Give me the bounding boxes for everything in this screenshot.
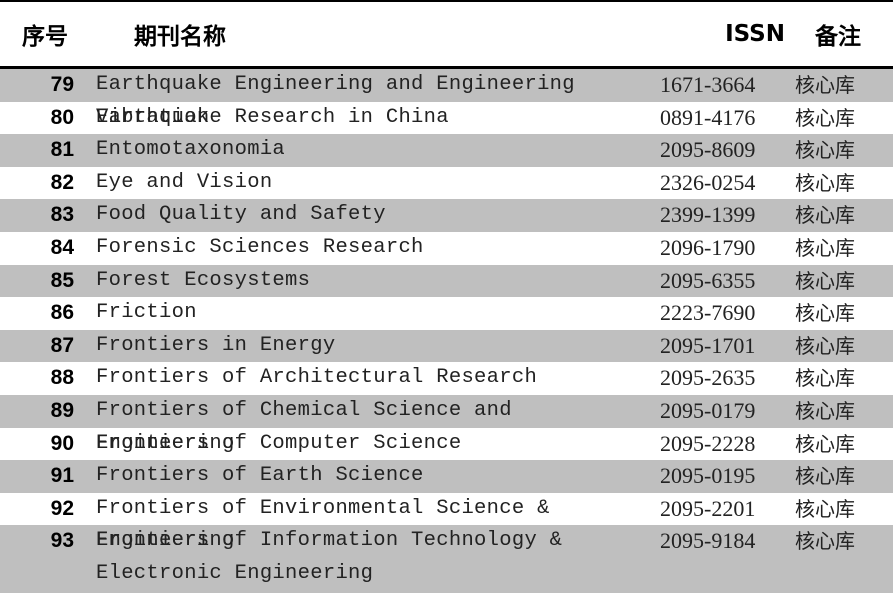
cell-note: 核心库 <box>795 170 855 195</box>
cell-journal-name: Frontiers of Information Technology & El… <box>96 529 563 585</box>
cell-serial-number: 89 <box>50 398 74 422</box>
cell-serial-number: 79 <box>50 73 74 96</box>
cell-journal-name: Frontiers of Architectural Research <box>96 366 538 390</box>
table-row: 82 Eye and Vision 2326-0254 核心库 <box>0 166 893 200</box>
cell-issn: 2095-1701 <box>660 332 756 358</box>
cell-serial-number: 82 <box>50 170 74 194</box>
header-serial-number: 序号 <box>22 24 68 50</box>
table-row: 80 Earthquake Research in China 0891-417… <box>0 101 893 135</box>
table-row: 87 Frontiers in Energy 2095-1701 核心库 <box>0 329 893 363</box>
cell-journal-name: Food Quality and Safety <box>96 203 386 227</box>
table-row: 84 Forensic Sciences Research 2096-1790 … <box>0 231 893 265</box>
cell-serial-number: 84 <box>50 235 74 259</box>
cell-note: 核心库 <box>795 398 855 423</box>
cell-journal-name: Forensic Sciences Research <box>96 235 424 259</box>
cell-note: 核心库 <box>795 235 855 260</box>
header-issn: ISSN <box>725 21 785 47</box>
cell-serial-number: 91 <box>50 464 74 488</box>
table-row: 89 Frontiers of Chemical Science and Eng… <box>0 394 893 455</box>
cell-serial-number: 81 <box>50 138 74 162</box>
cell-note: 核心库 <box>795 496 855 521</box>
cell-serial-number: 85 <box>50 268 74 292</box>
table-row: 79 Earthquake Engineering and Engineerin… <box>0 69 893 129</box>
cell-serial-number: 93 <box>50 529 74 553</box>
table-header: 序号 期刊名称 ISSN 备注 <box>0 2 893 69</box>
table-row: 91 Frontiers of Earth Science 2095-0195 … <box>0 460 893 493</box>
cell-note: 核心库 <box>795 464 855 489</box>
cell-journal-name: Frontiers of Chemical Science and Engine… <box>96 398 512 455</box>
cell-note: 核心库 <box>795 333 855 358</box>
table-row: 92 Frontiers of Environmental Science & … <box>0 492 893 552</box>
cell-note: 核心库 <box>795 366 855 391</box>
cell-note: 核心库 <box>795 105 855 130</box>
table-row: 86 Friction 2223-7690 核心库 <box>0 297 893 330</box>
cell-journal-name: Earthquake Research in China <box>96 105 449 129</box>
table-row: 81 Entomotaxonomia 2095-8609 核心库 <box>0 134 893 167</box>
cell-issn: 2095-2201 <box>660 495 756 521</box>
cell-note: 核心库 <box>795 73 855 97</box>
header-note: 备注 <box>815 24 861 50</box>
cell-serial-number: 86 <box>50 301 74 325</box>
cell-note: 核心库 <box>795 431 855 456</box>
cell-issn: 2095-2228 <box>660 430 756 456</box>
cell-journal-name: Forest Ecosystems <box>96 268 311 292</box>
cell-serial-number: 80 <box>50 105 74 129</box>
cell-journal-name: Frontiers of Computer Science <box>96 431 462 455</box>
cell-journal-name: Earthquake Engineering and Engineering V… <box>96 73 575 129</box>
cell-journal-name: Eye and Vision <box>96 170 273 194</box>
table-row: 85 Forest Ecosystems 2095-6355 核心库 <box>0 264 893 298</box>
cell-serial-number: 90 <box>50 431 74 455</box>
cell-serial-number: 88 <box>50 366 74 390</box>
cell-issn: 2326-0254 <box>660 169 756 195</box>
cell-note: 核心库 <box>795 138 855 163</box>
header-journal-name: 期刊名称 <box>134 24 226 50</box>
cell-issn: 2095-2635 <box>660 365 756 391</box>
cell-issn: 2096-1790 <box>660 234 756 260</box>
table-row: 83 Food Quality and Safety 2399-1399 核心库 <box>0 199 893 232</box>
cell-journal-name: Entomotaxonomia <box>96 138 286 162</box>
table-row: 90 Frontiers of Computer Science 2095-22… <box>0 427 893 461</box>
cell-issn: 2095-8609 <box>660 137 756 163</box>
cell-issn: 0891-4176 <box>660 104 756 130</box>
cell-issn: 2095-9184 <box>660 528 756 554</box>
cell-journal-name: Frontiers in Energy <box>96 333 336 357</box>
cell-serial-number: 92 <box>50 496 74 520</box>
cell-note: 核心库 <box>795 203 855 228</box>
cell-issn: 2095-0179 <box>660 397 756 423</box>
cell-serial-number: 83 <box>50 203 74 227</box>
cell-journal-name: Frontiers of Environmental Science & Eng… <box>96 496 550 553</box>
table-row: 93 Frontiers of Information Technology &… <box>0 525 893 593</box>
cell-issn: 2223-7690 <box>660 300 756 326</box>
cell-issn: 2399-1399 <box>660 202 756 228</box>
cell-note: 核心库 <box>795 301 855 326</box>
cell-journal-name: Frontiers of Earth Science <box>96 464 424 488</box>
cell-issn: 2095-6355 <box>660 267 756 293</box>
cell-issn: 1671-3664 <box>660 72 756 97</box>
cell-journal-name: Friction <box>96 301 197 325</box>
cell-note: 核心库 <box>795 268 855 293</box>
cell-serial-number: 87 <box>50 333 74 357</box>
cell-note: 核心库 <box>795 529 855 554</box>
cell-issn: 2095-0195 <box>660 463 756 489</box>
table-row: 88 Frontiers of Architectural Research 2… <box>0 362 893 395</box>
